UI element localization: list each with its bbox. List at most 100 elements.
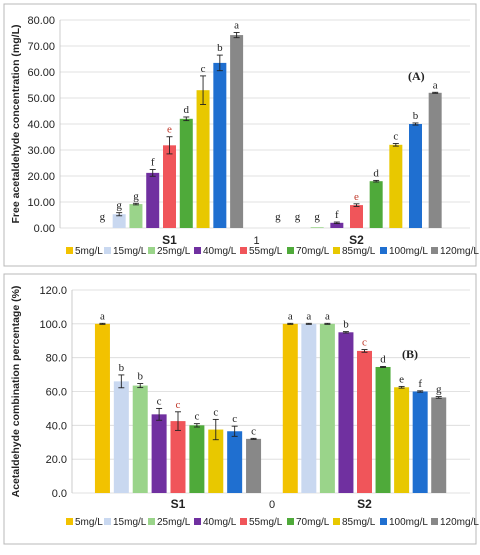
significance-letter: a	[288, 310, 293, 322]
legend-swatch	[431, 247, 438, 254]
legend-label: 15mg/L	[113, 246, 147, 257]
legend-swatch	[104, 247, 111, 254]
legend-swatch	[287, 247, 294, 254]
category-label: S1	[171, 497, 186, 511]
bar	[151, 414, 167, 493]
y-axis-title: Free acetaldehyde concentration (mg/L)	[10, 25, 22, 224]
significance-letter: c	[393, 131, 398, 143]
category-label: S2	[357, 497, 372, 511]
legend-swatch	[431, 518, 438, 525]
significance-letter: c	[251, 425, 256, 437]
category-label: S1	[162, 233, 177, 247]
significance-letter: e	[399, 373, 404, 385]
significance-letter: c	[213, 406, 218, 418]
legend-swatch	[148, 247, 155, 254]
legend-label: 25mg/L	[157, 246, 191, 257]
bar	[357, 350, 372, 493]
bar	[375, 366, 391, 493]
significance-letter: a	[325, 310, 330, 322]
legend-label: 100mg/L	[389, 517, 428, 528]
y-tick-label: 30.00	[27, 145, 55, 157]
bar	[179, 118, 193, 228]
significance-letter: c	[201, 63, 206, 75]
significance-letter: e	[354, 191, 359, 203]
legend-swatch	[104, 518, 111, 525]
bar	[163, 145, 176, 228]
y-tick-label: 40.00	[27, 119, 55, 131]
significance-letter: f	[335, 209, 339, 221]
significance-letter: g	[436, 384, 442, 396]
significance-letter: a	[234, 19, 239, 31]
significance-letter: g	[133, 190, 139, 202]
legend-swatch	[240, 247, 247, 254]
bar	[369, 181, 383, 228]
legend-swatch	[194, 247, 201, 254]
legend-label: 120mg/L	[440, 517, 479, 528]
legend-label: 5mg/L	[75, 246, 103, 257]
bar	[319, 323, 335, 493]
legend-swatch	[380, 518, 387, 525]
bar	[196, 90, 210, 228]
significance-letter: a	[433, 79, 438, 91]
legend-swatch	[66, 518, 73, 525]
y-tick-label: 120.0	[39, 285, 67, 297]
legend-label: 55mg/L	[249, 517, 283, 528]
legend-label: 85mg/L	[342, 246, 376, 257]
bar	[132, 385, 148, 493]
bar	[330, 222, 344, 228]
panel-tag: (A)	[408, 69, 425, 83]
significance-letter: c	[362, 337, 367, 349]
significance-letter: g	[295, 211, 301, 223]
significance-letter: b	[137, 371, 143, 383]
significance-letter: g	[116, 200, 122, 212]
bar	[146, 172, 160, 228]
bar	[394, 387, 410, 493]
y-tick-label: 60.00	[27, 67, 55, 79]
legend-label: 5mg/L	[75, 517, 103, 528]
legend-swatch	[194, 518, 201, 525]
bar	[389, 144, 403, 228]
significance-letter: f	[418, 378, 422, 390]
legend-swatch	[148, 518, 155, 525]
bar	[409, 124, 422, 228]
significance-letter: g	[314, 211, 320, 223]
legend-label: 100mg/L	[389, 246, 428, 257]
y-tick-label: 70.00	[27, 41, 55, 53]
bar	[310, 227, 324, 228]
significance-letter: d	[373, 167, 379, 179]
bar	[301, 323, 317, 493]
bar	[94, 323, 110, 493]
significance-letter: d	[184, 104, 190, 116]
legend-swatch	[333, 247, 340, 254]
bar	[227, 431, 243, 493]
significance-letter: c	[176, 399, 181, 411]
legend-label: 15mg/L	[113, 517, 147, 528]
significance-letter: g	[275, 211, 281, 223]
y-tick-label: 0.00	[34, 223, 55, 235]
significance-letter: f	[151, 157, 155, 169]
center-label: 0	[269, 499, 275, 511]
legend-label: 55mg/L	[249, 246, 283, 257]
legend-label: 40mg/L	[203, 246, 237, 257]
y-axis-title: Acetaldehyde combination percentage (%)	[10, 286, 22, 498]
legend-swatch	[333, 518, 340, 525]
legend-label: 70mg/L	[296, 246, 330, 257]
y-tick-label: 20.00	[27, 171, 55, 183]
legend-swatch	[66, 247, 73, 254]
y-tick-label: 40.0	[46, 420, 67, 432]
y-tick-label: 80.0	[46, 353, 67, 365]
significance-letter: b	[217, 42, 223, 54]
y-tick-label: 100.0	[39, 319, 67, 331]
bar	[282, 323, 298, 493]
significance-letter: g	[100, 211, 106, 223]
y-tick-label: 0.0	[52, 488, 67, 500]
legend-swatch	[380, 247, 387, 254]
bar	[189, 425, 205, 493]
bar	[230, 35, 244, 228]
legend-label: 40mg/L	[203, 517, 237, 528]
bar	[113, 381, 129, 493]
center-label: 1	[253, 235, 259, 247]
legend-label: 70mg/L	[296, 517, 330, 528]
